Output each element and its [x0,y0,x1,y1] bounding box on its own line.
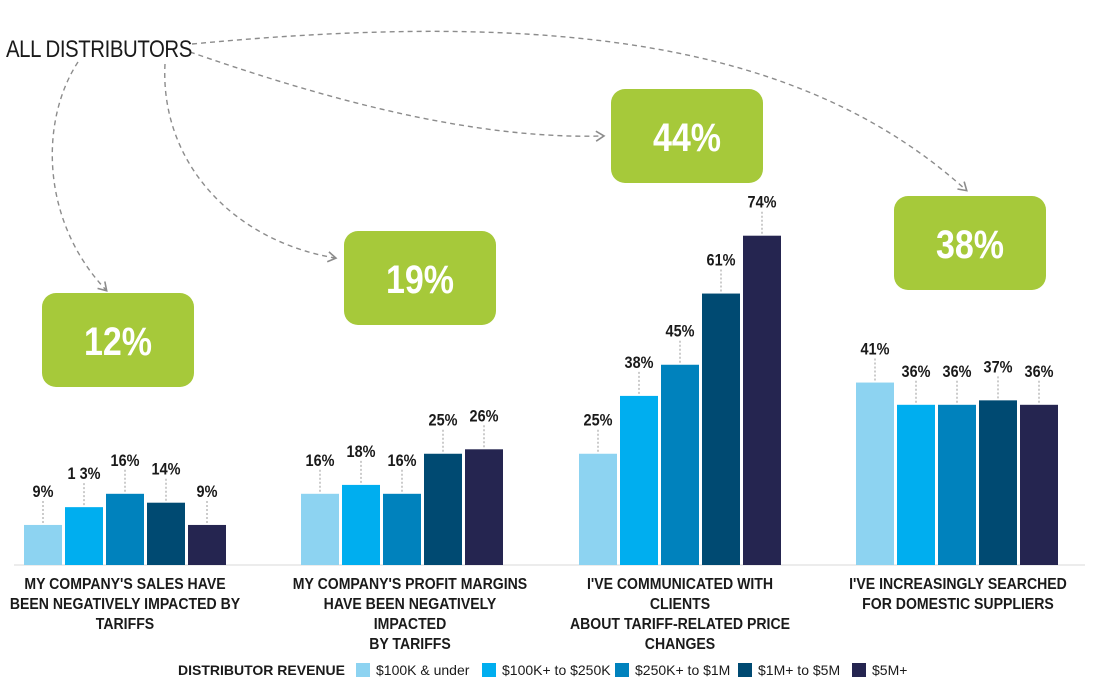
legend-label: $100K+ to $250K [502,662,611,678]
bar [65,507,103,565]
legend-label: $1M+ to $5M [758,662,841,678]
category-label-line: TARIFFS [95,616,155,633]
bar [661,364,699,565]
bar [897,404,935,565]
bar [979,400,1017,565]
all-distributors-box [42,293,194,387]
all-distributors-boxes: 12% 19% 44% 38% [42,89,1046,387]
legend-label: $250K+ to $1M [635,662,731,678]
bar [301,493,339,565]
bar-value-label: 16% [388,452,417,470]
category-label-line: MY COMPANY'S SALES HAVE [24,576,226,593]
legend-swatch [738,663,752,677]
bar-value-label: 16% [111,452,140,470]
legend-label: $100K & under [376,662,470,678]
bar-value-label: 25% [429,412,458,430]
legend-item-5m-plus: $5M+ [852,662,907,678]
all-distributors-value: 19% [386,256,454,301]
category-label-domestic-suppliers: I'VE INCREASINGLY SEARCHED FOR DOMESTIC S… [835,575,1081,615]
bar [24,524,62,565]
legend: DISTRIBUTOR REVENUE $100K & under $100K+… [0,660,1095,684]
category-label-line: CHANGES [644,636,716,653]
legend-swatch [356,663,370,677]
bar-value-label: 26% [470,407,499,425]
bar-value-label: 74% [748,194,777,212]
all-distributors-value: 44% [653,114,721,159]
bar [1020,404,1058,565]
legend-item-1m-5m: $1M+ to $5M [738,662,840,678]
bar-value-label: 45% [666,323,695,341]
category-label-sales: MY COMPANY'S SALES HAVE BEEN NEGATIVELY I… [2,575,248,635]
bar [147,502,185,565]
connector-arrows [51,30,968,292]
bar-value-label: 61% [707,252,736,270]
category-label-line: MY COMPANY'S PROFIT MARGINS [292,576,528,593]
category-label-line: I'VE INCREASINGLY SEARCHED [849,576,1067,593]
legend-swatch [482,663,496,677]
category-label-line: HAVE BEEN NEGATIVELY IMPACTED [323,596,497,633]
bar [579,453,617,565]
bar [620,395,658,565]
bar [188,524,226,565]
all-distributors-box [894,196,1046,290]
bar-value-label: 9% [33,483,54,501]
category-label-communicated: I'VE COMMUNICATED WITH CLIENTS ABOUT TARI… [557,575,803,655]
bar-value-label: 1 3% [68,465,101,483]
bar-value-label: 36% [1025,363,1054,381]
bar-value-label: 36% [943,363,972,381]
bar-value-label: 25% [584,412,613,430]
legend-label: $5M+ [872,662,908,678]
bar [106,493,144,565]
all-distributors-box [611,89,763,183]
bar [342,484,380,565]
legend-item-250k-1m: $250K+ to $1M [615,662,730,678]
connector-arrow [191,30,968,192]
all-distributors-value: 12% [84,318,152,363]
bar-value-label: 38% [625,354,654,372]
category-label-line: I'VE COMMUNICATED WITH CLIENTS [586,576,774,613]
bar [383,493,421,565]
bar [938,404,976,565]
category-label-line: ABOUT TARIFF-RELATED PRICE [569,616,791,633]
bar-value-label: 36% [902,363,931,381]
category-label-profit-margins: MY COMPANY'S PROFIT MARGINS HAVE BEEN NEG… [287,575,533,655]
bar [702,293,740,565]
bar [465,449,503,565]
bar-value-label: 18% [347,443,376,461]
legend-swatch [615,663,629,677]
bar [856,382,894,565]
connector-arrow [189,51,606,142]
legend-item-100k-under: $100K & under [356,662,469,678]
connector-arrow [164,63,338,263]
legend-item-100k-250k: $100K+ to $250K [482,662,611,678]
bar [424,453,462,565]
bar-series: 9% 1 3% 16% 14% 9% 16% 18% 16% 25% 26% 25% 38% 45% 61… [24,194,1058,565]
bar [743,235,781,565]
bar-value-label: 41% [861,341,890,359]
legend-swatch [852,663,866,677]
bar-value-label: 9% [197,483,218,501]
bar-value-label: 16% [306,452,335,470]
all-distributors-value: 38% [936,221,1004,266]
bar-value-label: 37% [984,358,1013,376]
all-distributors-box [344,231,496,325]
bar-value-label: 14% [152,461,181,479]
all-distributors-label: ALL DISTRIBUTORS [6,36,192,63]
category-label-line: BEEN NEGATIVELY IMPACTED BY [9,596,241,613]
connector-arrow [51,61,108,292]
legend-title: DISTRIBUTOR REVENUE [178,662,345,678]
category-label-line: BY TARIFFS [369,636,451,653]
category-label-line: FOR DOMESTIC SUPPLIERS [862,596,1054,613]
